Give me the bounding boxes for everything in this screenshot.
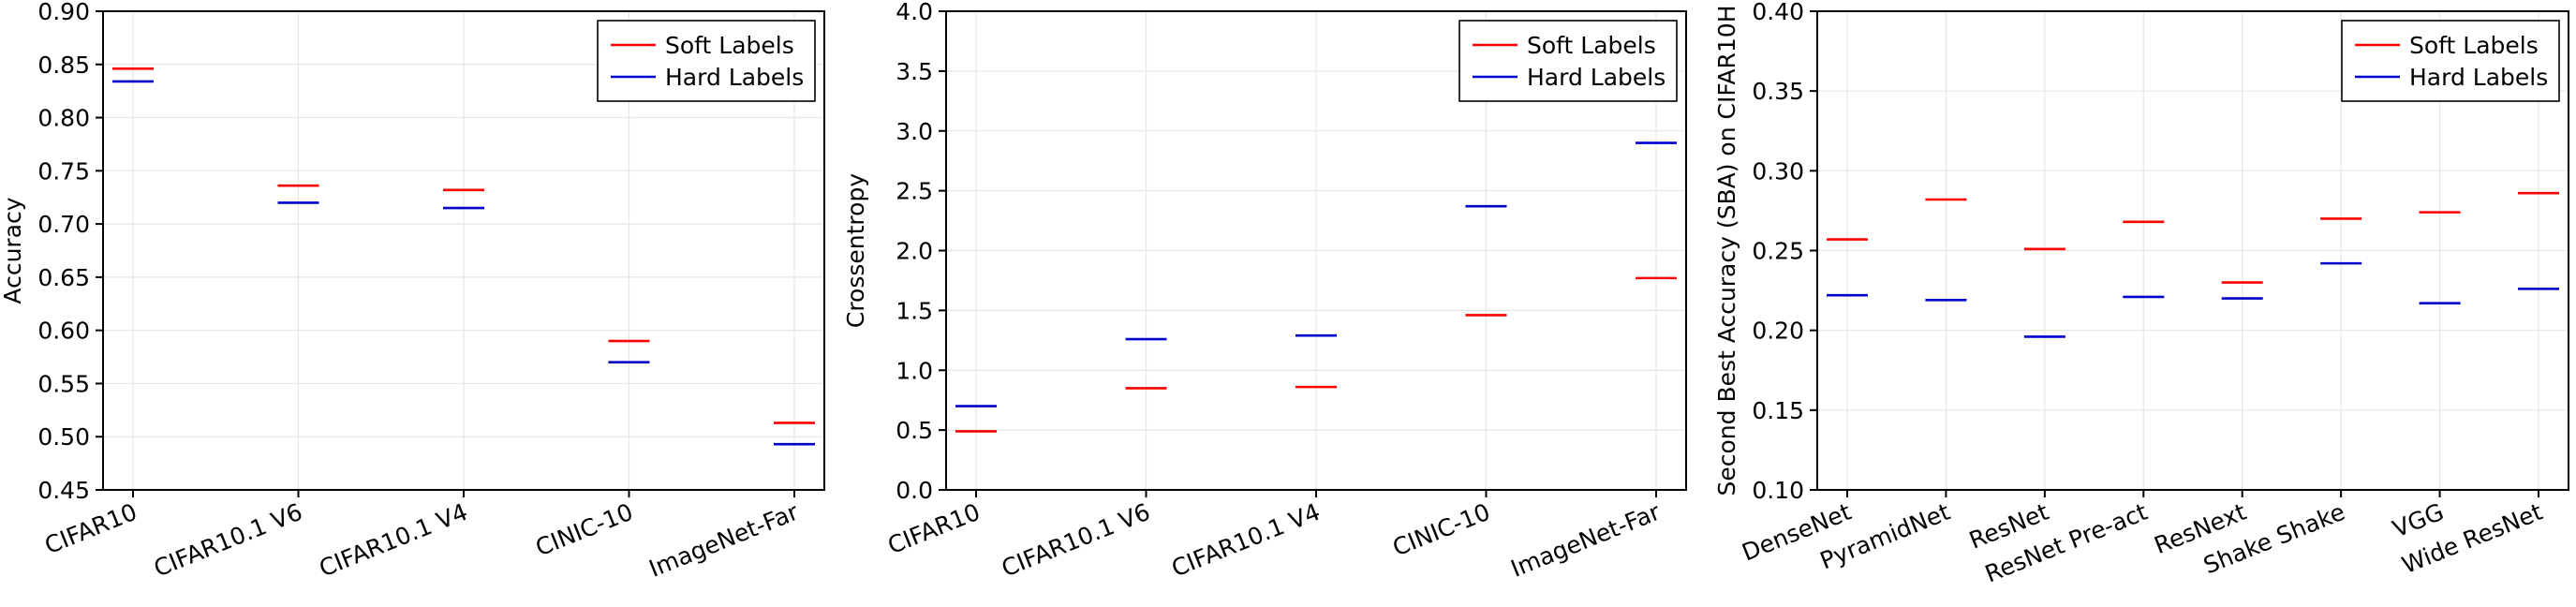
- y-tick-label: 0.65: [37, 264, 90, 291]
- y-tick-label: 0.55: [37, 370, 90, 397]
- y-tick-label: 0.85: [37, 52, 90, 79]
- y-axis-title: Accuracy: [0, 197, 26, 304]
- y-axis-title: Second Best Accuracy (SBA) on CIFAR10H: [1713, 6, 1740, 496]
- legend-label: Hard Labels: [665, 64, 804, 91]
- x-tick-label: ImageNet-Far: [1507, 497, 1665, 582]
- y-tick-label: 0.35: [1752, 78, 1804, 105]
- plot-frame: [945, 10, 1687, 491]
- legend-box: [597, 20, 816, 102]
- y-tick-label: 1.0: [896, 357, 933, 384]
- y-tick-label: 1.5: [896, 297, 933, 324]
- y-tick-label: 2.0: [896, 238, 933, 265]
- legend: Soft Labels Hard Labels: [1458, 20, 1678, 102]
- x-tick-label: CIFAR10.1 V6: [998, 498, 1154, 583]
- legend-label: Soft Labels: [1527, 32, 1656, 59]
- x-tick-label: CIFAR10: [41, 498, 141, 560]
- y-tick-label: 0.75: [37, 157, 90, 185]
- y-tick-label: 0.60: [37, 318, 90, 345]
- y-tick-label: 0.80: [37, 105, 90, 132]
- y-tick-label: 0.90: [37, 0, 90, 25]
- x-tick-label: CIFAR10.1 V6: [150, 498, 306, 583]
- x-tick-label: CIFAR10.1 V4: [1168, 498, 1325, 583]
- legend-label: Soft Labels: [2409, 32, 2539, 59]
- y-tick-label: 0.20: [1752, 318, 1804, 345]
- y-tick-label: 0.70: [37, 211, 90, 238]
- y-tick-label: 0.50: [37, 423, 90, 451]
- y-tick-label: 0.5: [896, 417, 933, 444]
- y-tick-label: 0.45: [37, 477, 90, 504]
- y-tick-label: 4.0: [896, 0, 933, 25]
- plot-frame: [102, 10, 825, 491]
- y-tick-label: 2.5: [896, 178, 933, 205]
- y-tick-label: 0.15: [1752, 397, 1804, 424]
- chart-panel-1: 0.45 0.50 0.55 0.60 0.65 0.70 0.75 0.80 0.85 0.90…: [0, 0, 825, 583]
- y-tick-label: 3.5: [896, 58, 933, 85]
- legend-box: [2341, 20, 2560, 102]
- y-tick-label: 0.10: [1752, 477, 1804, 504]
- y-tick-label: 0.40: [1752, 0, 1804, 25]
- x-tick-label: CINIC-10: [532, 498, 637, 562]
- chart-panel-3: 0.100.150.200.250.300.350.40DenseNetPyra…: [1713, 0, 2569, 588]
- legend-box: [1458, 20, 1678, 102]
- y-tick-label: 0.25: [1752, 238, 1804, 265]
- y-tick-label: 0.30: [1752, 157, 1804, 185]
- legend: Soft Labels Hard Labels: [2341, 20, 2560, 102]
- x-tick-label: CIFAR10.1 V4: [316, 498, 472, 583]
- plot-frame: [1816, 10, 2569, 491]
- legend: Soft Labels Hard Labels: [597, 20, 816, 102]
- legend-label: Hard Labels: [2409, 64, 2548, 91]
- y-tick-label: 3.0: [896, 118, 933, 145]
- legend-label: Hard Labels: [1527, 64, 1666, 91]
- legend-label: Soft Labels: [665, 32, 794, 59]
- y-tick-label: 0.0: [896, 477, 933, 504]
- x-tick-label: CINIC-10: [1389, 498, 1494, 562]
- x-tick-label: ImageNet-Far: [645, 497, 803, 582]
- x-tick-label: VGG: [2389, 498, 2448, 543]
- y-axis-title: Crossentropy: [842, 173, 869, 328]
- x-tick-label: CIFAR10: [884, 498, 985, 560]
